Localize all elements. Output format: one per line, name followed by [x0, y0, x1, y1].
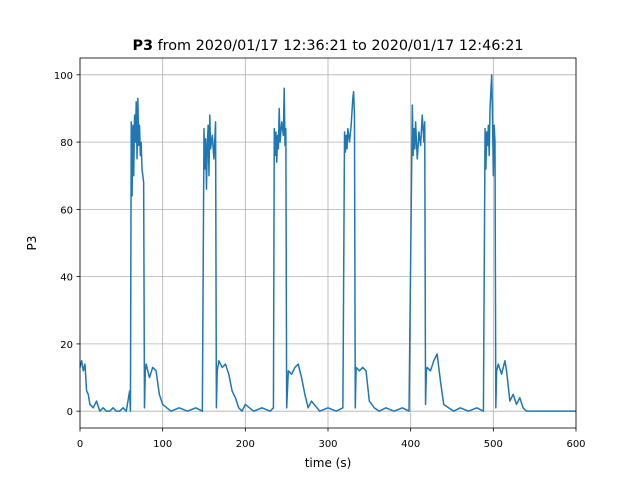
x-tick-label: 200 [236, 439, 255, 450]
y-tick-label: 40 [60, 273, 73, 284]
y-tick-label: 0 [67, 407, 73, 418]
x-tick-label: 100 [153, 439, 172, 450]
data-line [79, 74, 576, 412]
x-axis-label: time (s) [305, 456, 352, 470]
y-axis-label: P3 [25, 236, 39, 251]
x-tick-label: 300 [318, 439, 337, 450]
title-text: from 2020/01/17 12:36:21 to 2020/01/17 1… [158, 38, 524, 54]
y-tick-label: 20 [60, 340, 73, 351]
x-tick-label: 0 [77, 439, 83, 450]
y-tick-label: 60 [60, 205, 73, 216]
axes-frame [79, 57, 577, 429]
title-bold: P3 [132, 38, 153, 54]
x-tick-label: 600 [566, 439, 585, 450]
y-tick-label: 100 [54, 71, 73, 82]
x-tick-label: 500 [484, 439, 503, 450]
y-tick-label: 80 [60, 138, 73, 149]
x-tick-label: 400 [401, 439, 420, 450]
chart-title: P3 from 2020/01/17 12:36:21 to 2020/01/1… [132, 38, 523, 54]
